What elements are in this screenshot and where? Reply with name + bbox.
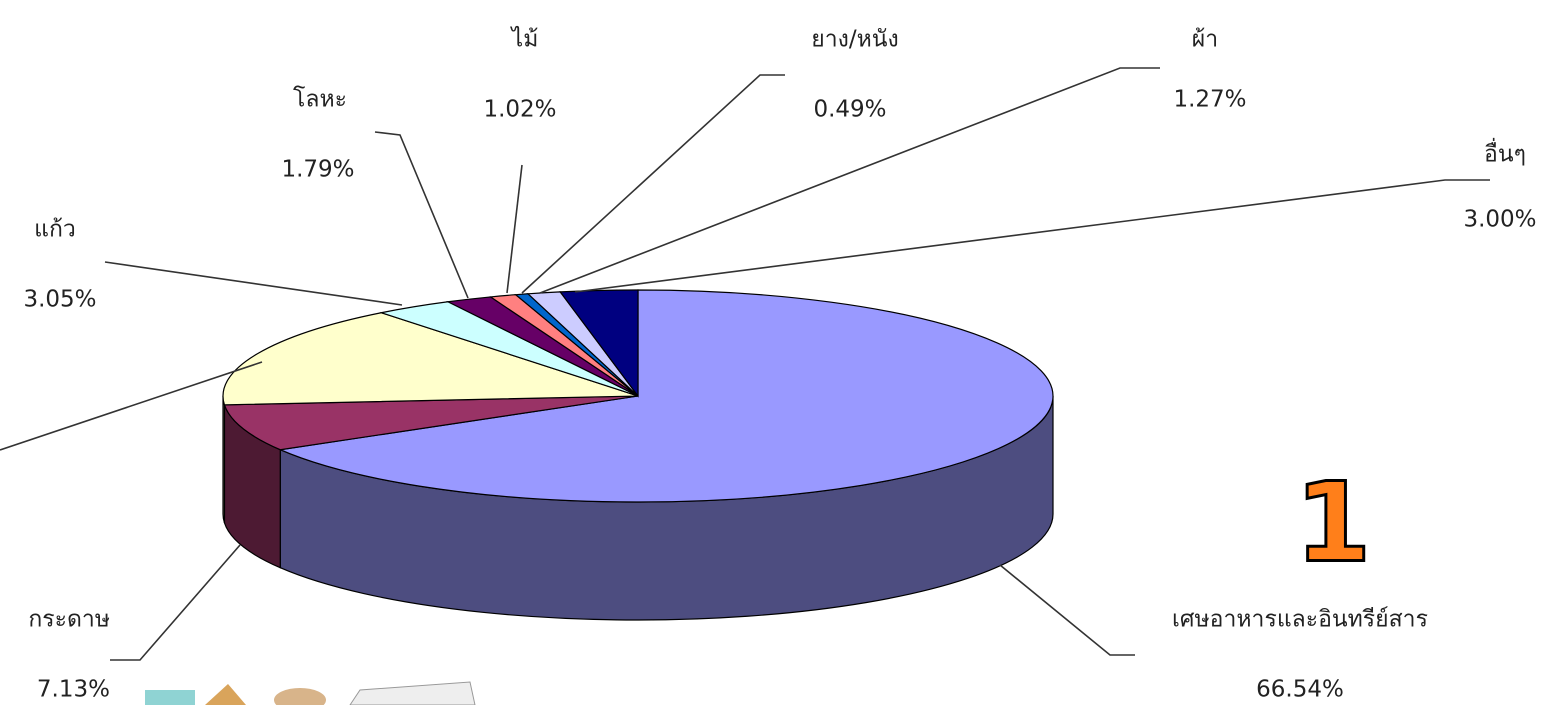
leader-line bbox=[522, 75, 785, 293]
chart: เศษอาหารและอินทรีย์สาร 66.54% กระดาษ 7.13% แ… bbox=[0, 0, 1556, 705]
slice-name: ไม้ bbox=[510, 26, 539, 53]
leader-line bbox=[110, 545, 240, 660]
pie-side bbox=[223, 396, 224, 523]
slice-value: 3.00% bbox=[1463, 207, 1536, 233]
leader-line bbox=[507, 165, 522, 293]
badge-group: 1 bbox=[1295, 458, 1372, 586]
leader-line bbox=[105, 262, 402, 305]
leader-line bbox=[1000, 565, 1135, 655]
slice-name: ผ้า bbox=[1192, 27, 1218, 53]
slice-name: ยาง/หนัง bbox=[811, 27, 899, 53]
leader-line bbox=[375, 132, 468, 298]
slice-name: กระดาษ bbox=[28, 607, 110, 633]
pie bbox=[223, 290, 1053, 620]
decor-icons bbox=[145, 682, 475, 705]
icon bbox=[205, 684, 246, 705]
icon bbox=[274, 688, 326, 705]
slice-value: 3.05% bbox=[23, 287, 96, 313]
slice-value: 1.27% bbox=[1173, 87, 1246, 113]
slice-name: เศษอาหารและอินทรีย์สาร bbox=[1172, 606, 1428, 633]
icon bbox=[350, 682, 475, 705]
slice-value: 1.79% bbox=[281, 157, 354, 183]
leader-line bbox=[575, 180, 1490, 292]
slice-value: 7.13% bbox=[37, 677, 110, 703]
badge: 1 bbox=[1295, 458, 1372, 586]
slice-name: อื่นๆ bbox=[1484, 138, 1526, 168]
slice-value: 66.54% bbox=[1256, 677, 1344, 703]
slice-value: 0.49% bbox=[813, 97, 886, 123]
slice-name: โลหะ bbox=[293, 86, 347, 113]
slice-value: 1.02% bbox=[483, 97, 556, 123]
slice-name: แก้ว bbox=[34, 217, 76, 243]
icon bbox=[145, 690, 195, 705]
